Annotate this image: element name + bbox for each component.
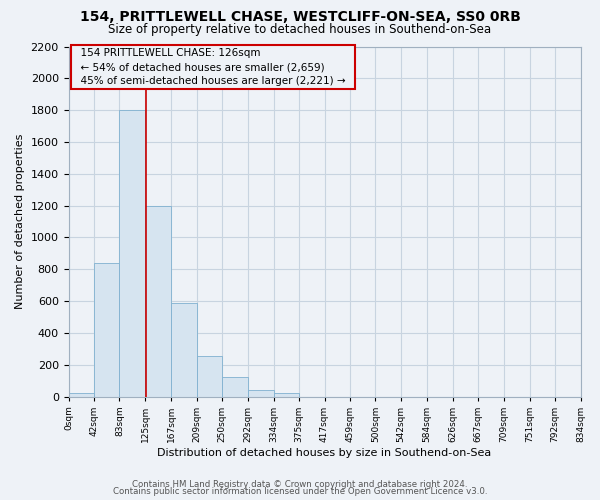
Bar [274,392,299,396]
Text: Contains public sector information licensed under the Open Government Licence v3: Contains public sector information licen… [113,487,487,496]
Bar [222,376,248,396]
Y-axis label: Number of detached properties: Number of detached properties [15,134,25,309]
Text: Size of property relative to detached houses in Southend-on-Sea: Size of property relative to detached ho… [109,22,491,36]
Bar [197,356,222,397]
X-axis label: Distribution of detached houses by size in Southend-on-Sea: Distribution of detached houses by size … [157,448,491,458]
Bar [248,390,274,396]
Text: 154, PRITTLEWELL CHASE, WESTCLIFF-ON-SEA, SS0 0RB: 154, PRITTLEWELL CHASE, WESTCLIFF-ON-SEA… [80,10,520,24]
Bar [68,392,94,396]
Bar [145,206,171,396]
Text: Contains HM Land Registry data © Crown copyright and database right 2024.: Contains HM Land Registry data © Crown c… [132,480,468,489]
Bar [171,302,197,396]
Text: 154 PRITTLEWELL CHASE: 126sqm
  ← 54% of detached houses are smaller (2,659)
  4: 154 PRITTLEWELL CHASE: 126sqm ← 54% of d… [74,48,352,86]
Bar [119,110,145,397]
Bar [94,263,119,396]
